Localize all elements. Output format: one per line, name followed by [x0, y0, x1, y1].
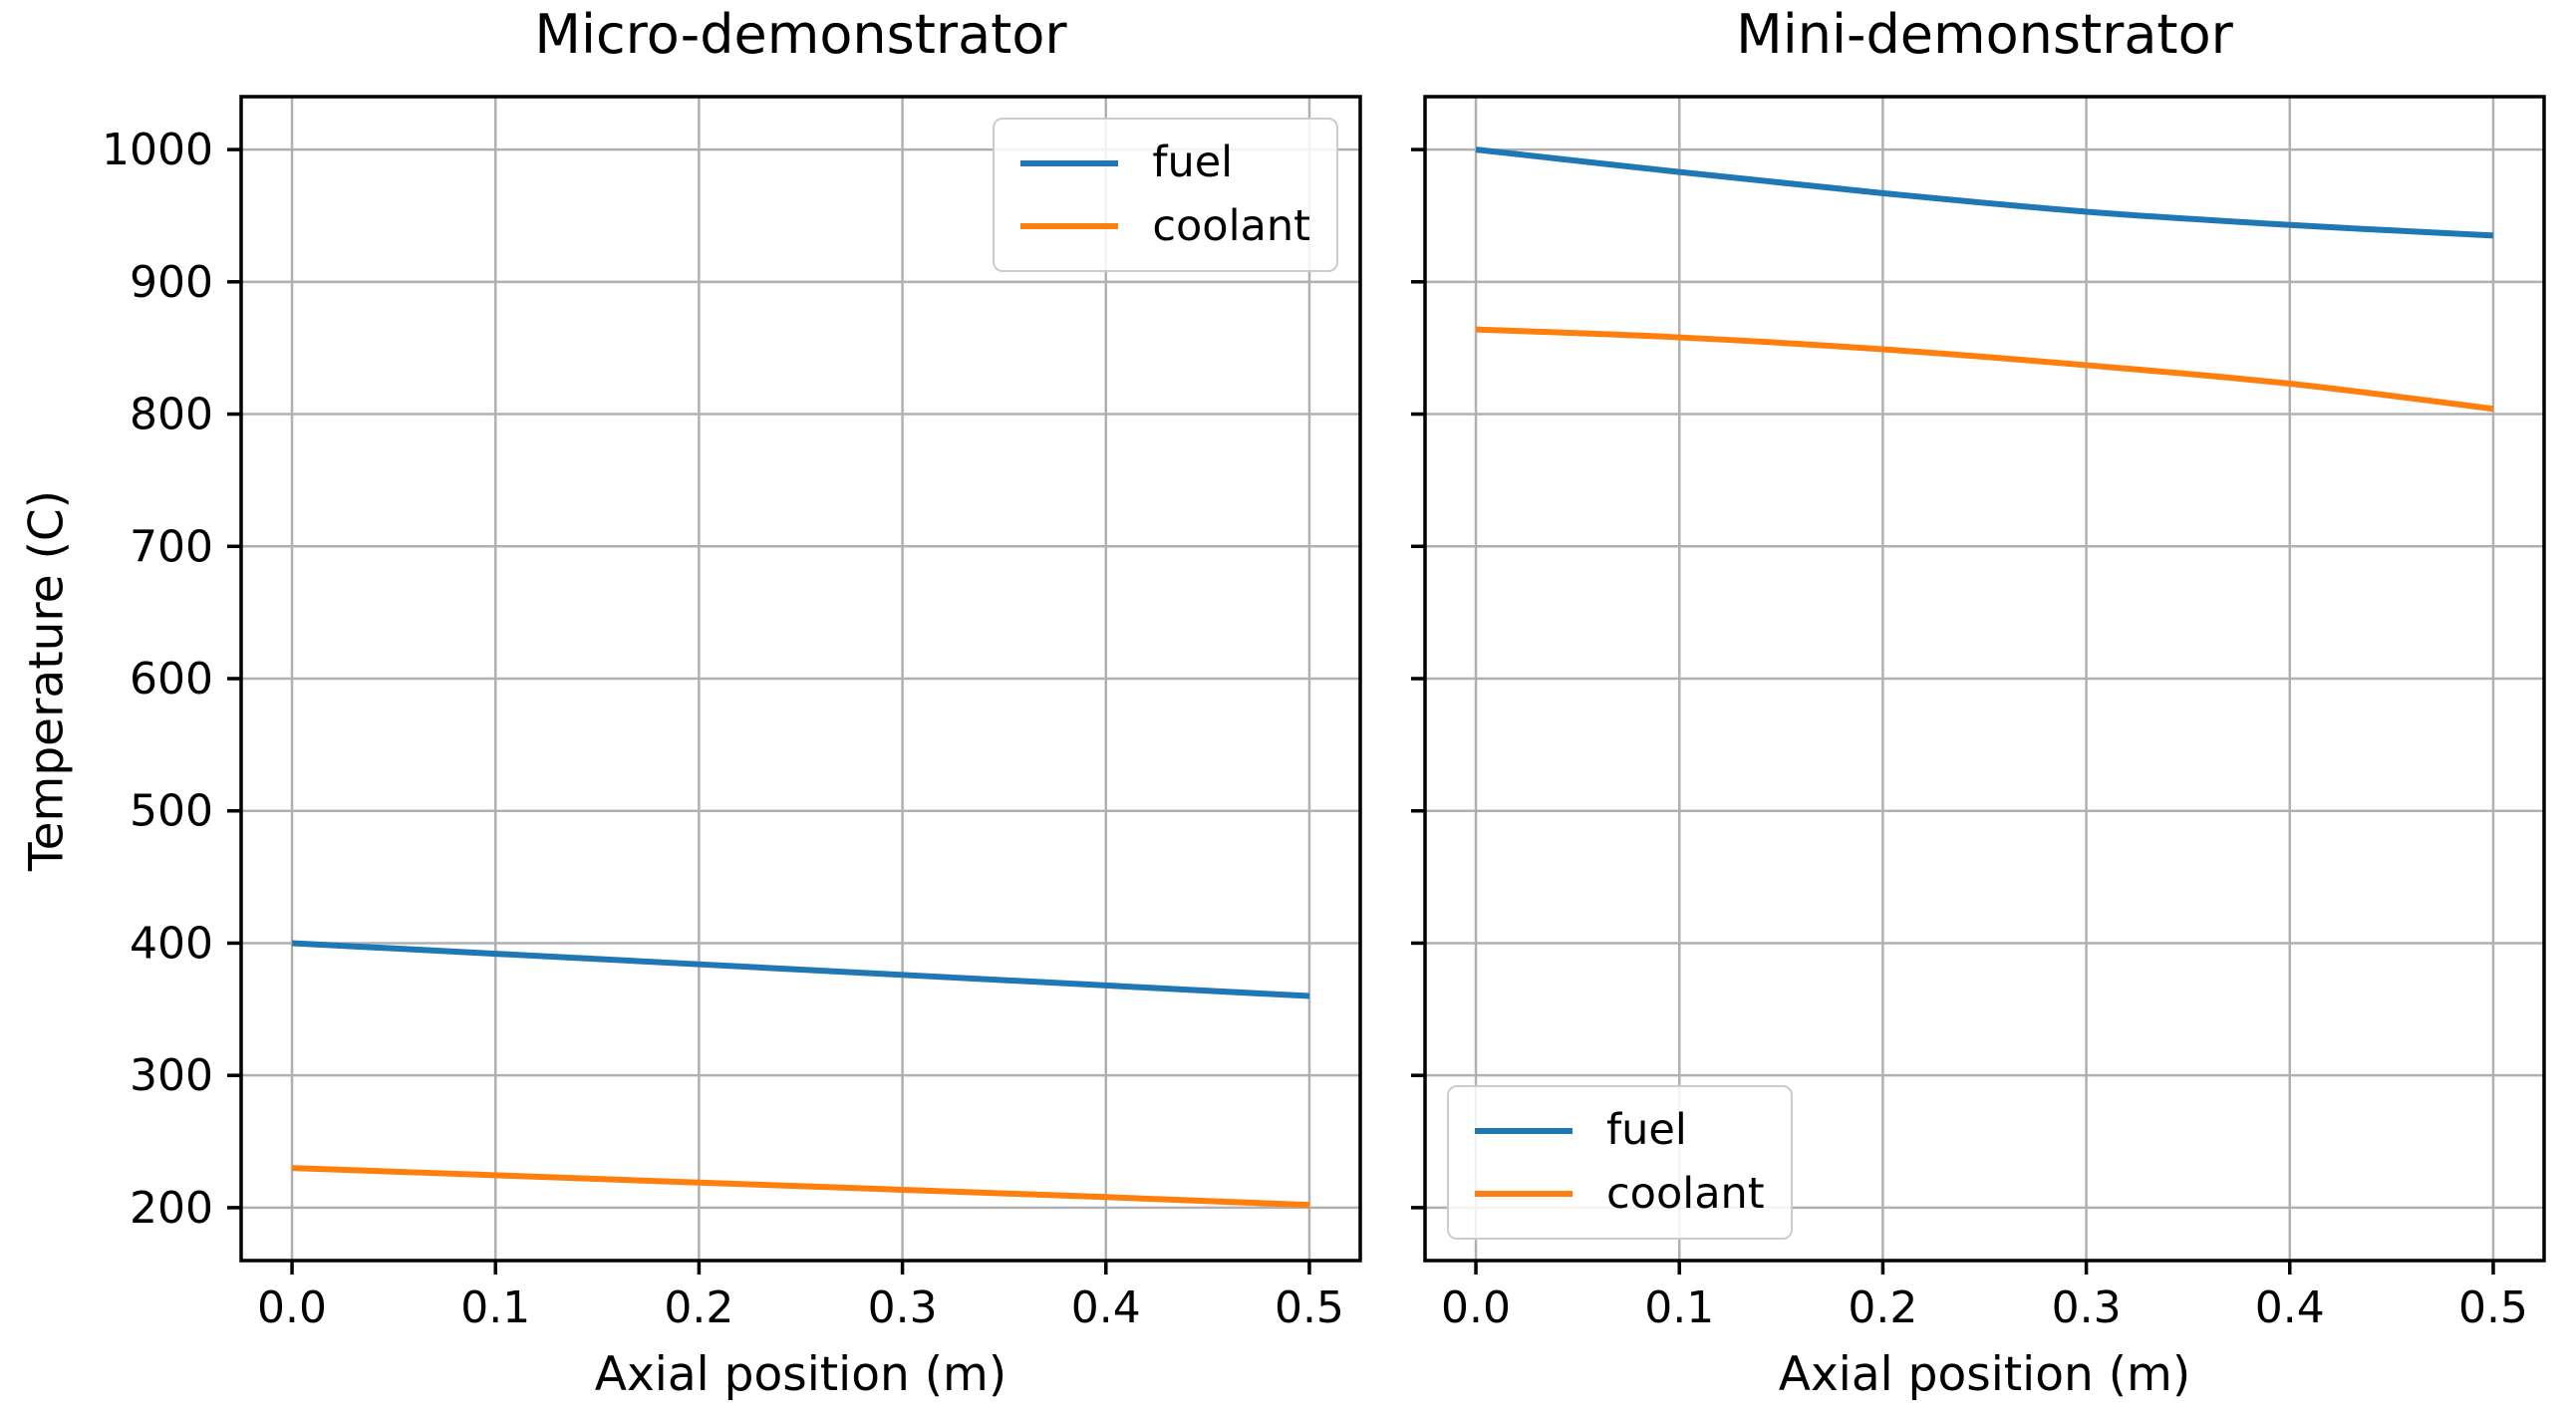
series-line-coolant [291, 1165, 1310, 1209]
x-tick-label: 0.3 [868, 1282, 938, 1333]
plot-title: Mini-demonstrator [1736, 3, 2233, 66]
y-tick-label: 500 [130, 786, 213, 837]
y-tick-labels: 200 300 400 500 600 700 800 900 1000 [102, 125, 213, 1234]
legend-entry-fuel: fuel [1475, 1105, 1765, 1157]
x-tick-label: 0.1 [460, 1282, 530, 1333]
y-axis-label: Temperature (C) [19, 489, 75, 872]
y-tick-label: 200 [130, 1183, 213, 1234]
legend: fuel coolant [1447, 1085, 1793, 1241]
x-axis-label: Axial position (m) [594, 1347, 1007, 1402]
legend-label: coolant [1152, 200, 1310, 251]
y-tick-label: 1000 [102, 125, 213, 175]
plot-title: Micro-demonstrator [534, 3, 1067, 66]
series-line-coolant [1475, 326, 2494, 413]
x-tick-label: 0.2 [1848, 1282, 1917, 1333]
x-tick-label: 0.3 [2052, 1282, 2122, 1333]
y-tick-label: 600 [130, 654, 213, 705]
y-tick-label: 300 [130, 1050, 213, 1101]
x-tick-label: 0.4 [2255, 1282, 2325, 1333]
legend-label: fuel [1606, 1105, 1687, 1155]
legend-label: fuel [1152, 138, 1234, 187]
y-tick-label: 900 [130, 257, 213, 308]
tick-marks [227, 147, 1311, 1275]
x-tick-labels: 0.0 0.1 0.2 0.3 0.4 0.5 [257, 1282, 1344, 1333]
coolant-line-swatch [1020, 223, 1119, 230]
coolant-line-swatch [1475, 1191, 1573, 1198]
gridlines [241, 97, 1360, 1261]
series-line-fuel [291, 940, 1310, 999]
plot-area: 0.0 0.1 0.2 0.3 0.4 0.5 200 300 400 500 600 700 800 9… [102, 95, 1362, 1333]
x-tick-label: 0.0 [1441, 1282, 1511, 1333]
plot-area: 0.0 0.1 0.2 0.3 0.4 0.5 [1411, 95, 2546, 1333]
legend-label: coolant [1606, 1168, 1765, 1219]
legend: fuel coolant [993, 118, 1338, 273]
x-axis-label: Axial position (m) [1778, 1347, 2191, 1402]
x-tick-label: 0.0 [257, 1282, 327, 1333]
gridlines [1425, 97, 2544, 1261]
y-tick-label: 700 [130, 521, 213, 572]
series-line-fuel [1475, 146, 2494, 239]
x-tick-labels: 0.0 0.1 0.2 0.3 0.4 0.5 [1441, 1282, 2528, 1333]
fuel-line-swatch [1020, 159, 1119, 166]
y-tick-label: 800 [130, 390, 213, 440]
fuel-line-swatch [1475, 1127, 1573, 1134]
x-tick-label: 0.2 [664, 1282, 733, 1333]
legend-entry-fuel: fuel [1020, 138, 1310, 189]
x-tick-label: 0.4 [1071, 1282, 1141, 1333]
tick-marks [1411, 147, 2495, 1275]
x-tick-label: 0.5 [2458, 1282, 2528, 1333]
x-tick-label: 0.1 [1644, 1282, 1714, 1333]
legend-entry-coolant: coolant [1475, 1169, 1765, 1221]
subplot-mini-demonstrator: Mini-demonstrator 0.0 0.1 0.2 0.3 0.4 0.5 fue… [1411, 0, 2546, 1419]
x-tick-label: 0.5 [1275, 1282, 1344, 1333]
legend-entry-coolant: coolant [1020, 201, 1310, 253]
subplot-micro-demonstrator: Micro-demonstrator 0.0 0.1 0.2 0.3 0.4 0.5 200… [102, 0, 1362, 1419]
y-tick-label: 400 [130, 918, 213, 969]
